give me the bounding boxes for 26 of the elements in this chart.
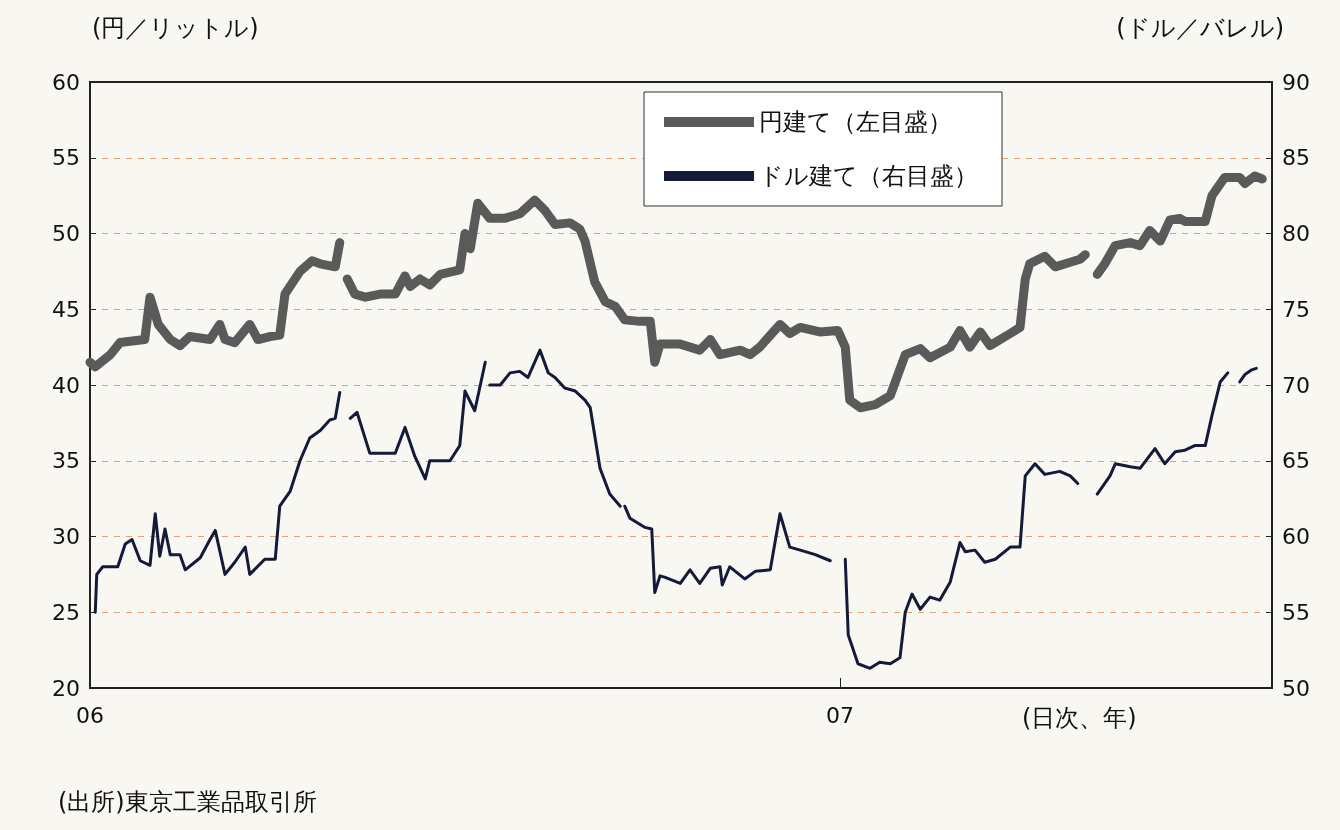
y-tick-label: 60	[52, 69, 80, 95]
x-tick-label: 07	[826, 702, 854, 728]
y-tick-label: 50	[52, 221, 80, 246]
y2-tick-label: 80	[1282, 221, 1310, 246]
y-tick-label: 30	[52, 524, 80, 549]
legend-label: 円建て（左目盛）	[759, 108, 952, 136]
x-tick-label: 06	[76, 702, 104, 728]
y2-tick-label: 50	[1282, 675, 1310, 701]
y-axis-title: (円／リットル)	[92, 14, 259, 42]
y-tick-label: 40	[52, 372, 80, 398]
y-tick-label: 45	[52, 296, 80, 322]
legend-label: ドル建て（右目盛）	[759, 162, 978, 190]
y-tick-label: 35	[52, 448, 80, 474]
text: (出所)東京工業品取引所	[58, 788, 317, 816]
y-tick-label: 55	[52, 145, 80, 171]
y2-tick-label: 85	[1282, 145, 1310, 171]
y2-tick-label: 65	[1282, 448, 1310, 474]
y-tick-label: 25	[52, 599, 80, 625]
y2-tick-label: 90	[1282, 69, 1310, 95]
y2-tick-label: 70	[1282, 372, 1310, 398]
x-axis-title: (日次、年)	[1022, 704, 1137, 732]
y-tick-label: 20	[52, 675, 80, 701]
y2-tick-label: 75	[1282, 296, 1310, 322]
y2-axis-title: (ドル／バレル)	[1116, 14, 1285, 42]
y2-tick-label: 60	[1282, 524, 1310, 549]
y2-tick-label: 55	[1282, 599, 1310, 625]
